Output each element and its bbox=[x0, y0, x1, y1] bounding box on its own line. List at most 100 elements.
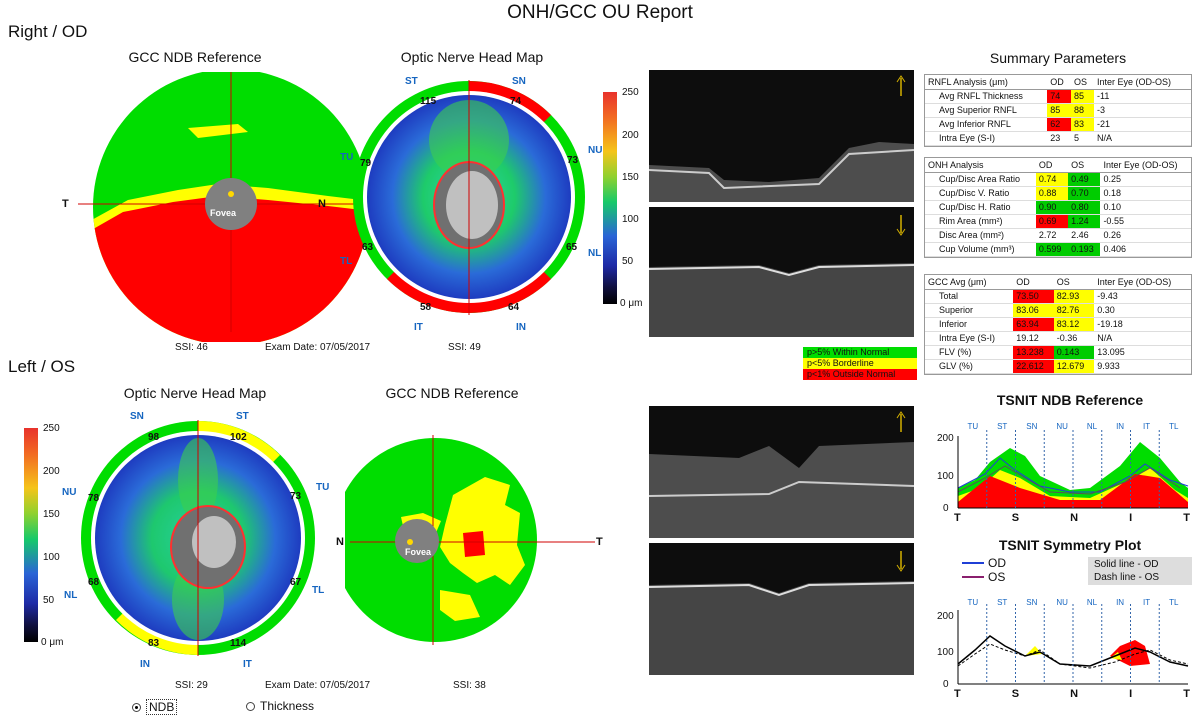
sym-sector-nu: NU bbox=[1056, 598, 1068, 607]
left-onh-map bbox=[80, 420, 316, 656]
ndb-sector-nu: NU bbox=[1056, 422, 1068, 431]
left-eye-label: Left / OS bbox=[8, 357, 76, 376]
gcc-cell-os: 12.679 bbox=[1053, 359, 1095, 374]
right-scale-0: 0 μm bbox=[620, 298, 643, 309]
summary-title: Summary Parameters bbox=[989, 50, 1127, 66]
sym-sector-in: IN bbox=[1116, 598, 1125, 607]
rnfl-row: Intra Eye (S-I) 23 5 N/A bbox=[925, 131, 1191, 146]
gcc-row: Inferior 63.94 83.12 -19.18 bbox=[925, 317, 1191, 332]
os-legend-label: OS bbox=[988, 570, 1006, 584]
rnfl-cell-ie: N/A bbox=[1093, 131, 1191, 146]
onh-cell-ie: 0.26 bbox=[1100, 228, 1191, 243]
gcc-cell-od: 83.06 bbox=[1013, 303, 1054, 318]
ndb-radio-indicator[interactable] bbox=[132, 702, 141, 712]
ndb-xtick-i: I bbox=[1129, 512, 1133, 524]
os-oct-bscan-1 bbox=[649, 406, 914, 538]
legend-outside-normal: p<1% Outside Normal bbox=[803, 369, 917, 380]
right-sector-in: IN bbox=[516, 322, 526, 333]
gcc-cell-os: 83.12 bbox=[1053, 317, 1095, 332]
ndb-xtick-t1: T bbox=[954, 512, 961, 524]
sym-xtick-t2: T bbox=[1183, 688, 1190, 700]
right-scale-150: 150 bbox=[622, 172, 639, 183]
gcc-cell-od: 63.94 bbox=[1013, 317, 1054, 332]
ndb-ytick-200: 200 bbox=[937, 433, 954, 444]
onh-analysis-table: ONH Analysis OD OS Inter Eye (OD-OS) Cup/Dis… bbox=[924, 157, 1192, 258]
left-scale-250: 250 bbox=[43, 423, 60, 434]
gcc-cell-od: 22.612 bbox=[1013, 359, 1054, 374]
ndb-radio-label[interactable]: NDB bbox=[146, 699, 178, 715]
thickness-radio[interactable]: Thickness bbox=[246, 699, 314, 713]
right-sector-nu: NU bbox=[588, 145, 603, 156]
right-sector-sn: SN bbox=[512, 76, 526, 87]
onh-row: Cup Volume (mm³) 0.599 0.193 0.406 bbox=[925, 242, 1191, 257]
left-value-nl: 68 bbox=[88, 577, 100, 588]
left-scale-50: 50 bbox=[43, 595, 55, 606]
onh-cell-label: Cup/Disc H. Ratio bbox=[925, 200, 1036, 215]
rnfl-cell-ie: -21 bbox=[1093, 117, 1191, 132]
onh-row: Cup/Disc H. Ratio 0.90 0.80 0.10 bbox=[925, 200, 1191, 215]
ndb-x-ticks: T S N I T bbox=[954, 512, 1190, 524]
report-title: ONH/GCC OU Report bbox=[507, 2, 693, 23]
onh-cell-os: 0.193 bbox=[1068, 242, 1101, 257]
rnfl-cell-os: 88 bbox=[1070, 103, 1094, 118]
sym-xtick-t1: T bbox=[954, 688, 961, 700]
right-sector-tu: TU bbox=[340, 152, 354, 163]
thickness-radio-label[interactable]: Thickness bbox=[260, 699, 315, 713]
onh-cell-os: 1.24 bbox=[1068, 214, 1101, 229]
ndb-sector-tu: TU bbox=[967, 422, 979, 431]
rnfl-cell-label: Avg RNFL Thickness bbox=[925, 89, 1048, 104]
right-value-sn: 74 bbox=[510, 96, 522, 107]
solid-line-label: Solid line - OD bbox=[1094, 559, 1159, 570]
thickness-radio-indicator[interactable] bbox=[246, 701, 255, 711]
right-scale-50: 50 bbox=[622, 256, 634, 267]
left-sector-tl: TL bbox=[312, 585, 325, 596]
right-ssi-gcc: SSI: 46 bbox=[175, 342, 208, 353]
onh-cell-ie: -0.55 bbox=[1100, 214, 1191, 229]
right-onh-map bbox=[352, 80, 587, 315]
left-scale-0: 0 μm bbox=[41, 637, 64, 648]
right-value-nu: 73 bbox=[567, 155, 579, 166]
dash-line-label: Dash line - OS bbox=[1094, 572, 1160, 583]
left-fovea-label: Fovea bbox=[405, 547, 432, 557]
rnfl-cell-os: 85 bbox=[1070, 89, 1094, 104]
onh-cell-label: Cup/Disc V. Ratio bbox=[925, 186, 1036, 201]
sym-ytick-200: 200 bbox=[937, 611, 954, 622]
od-legend-label: OD bbox=[988, 556, 1006, 570]
rnfl-cell-od: 85 bbox=[1047, 103, 1071, 118]
left-exam-date: Exam Date: 07/05/2017 bbox=[265, 680, 371, 691]
gcc-cell-os: 82.93 bbox=[1053, 289, 1095, 304]
gcc-cell-od: 19.12 bbox=[1013, 331, 1054, 346]
left-sector-it: IT bbox=[243, 659, 252, 670]
ndb-radio[interactable]: NDB bbox=[132, 699, 178, 715]
left-gcc-ndb-map bbox=[345, 405, 607, 677]
left-value-tl: 67 bbox=[290, 577, 302, 588]
right-ssi-onh: SSI: 49 bbox=[448, 342, 481, 353]
rnfl-row: Avg Inferior RNFL 62 83 -21 bbox=[925, 117, 1191, 132]
right-onh-title: Optic Nerve Head Map bbox=[400, 49, 544, 65]
left-sector-st: ST bbox=[236, 411, 249, 422]
onh-cell-label: Cup Volume (mm³) bbox=[925, 242, 1036, 257]
onh-cell-od: 0.74 bbox=[1035, 172, 1069, 187]
onh-cell-od: 0.88 bbox=[1035, 186, 1069, 201]
ndb-ytick-0: 0 bbox=[943, 503, 949, 514]
sym-sector-nl: NL bbox=[1086, 598, 1098, 607]
rnfl-cell-os: 83 bbox=[1070, 117, 1094, 132]
right-value-in: 64 bbox=[508, 302, 520, 313]
rnfl-cell-label: Intra Eye (S-I) bbox=[925, 131, 1048, 146]
od-oct-bscan-2 bbox=[649, 207, 914, 337]
rnfl-cell-label: Avg Superior RNFL bbox=[925, 103, 1048, 118]
gcc-cell-label: Superior bbox=[925, 303, 1014, 318]
onh-cell-label: Cup/Disc Area Ratio bbox=[925, 172, 1036, 187]
sym-xtick-i: I bbox=[1129, 688, 1133, 700]
gcc-cell-label: FLV (%) bbox=[925, 345, 1014, 360]
ndb-sector-labels: TU ST SN NU NL IN IT TL bbox=[958, 422, 1188, 431]
gcc-cell-ie: -19.18 bbox=[1094, 317, 1191, 332]
os-oct-bscan-2 bbox=[649, 543, 914, 675]
legend-borderline: p<5% Borderline bbox=[803, 358, 917, 369]
ndb-sector-tl: TL bbox=[1169, 422, 1179, 431]
left-sector-in: IN bbox=[140, 659, 150, 670]
left-value-sn: 98 bbox=[148, 432, 160, 443]
onh-row: Disc Area (mm²) 2.72 2.46 0.26 bbox=[925, 228, 1191, 243]
gcc-cell-ie: N/A bbox=[1094, 331, 1191, 346]
sym-sector-sn: SN bbox=[1026, 598, 1038, 607]
